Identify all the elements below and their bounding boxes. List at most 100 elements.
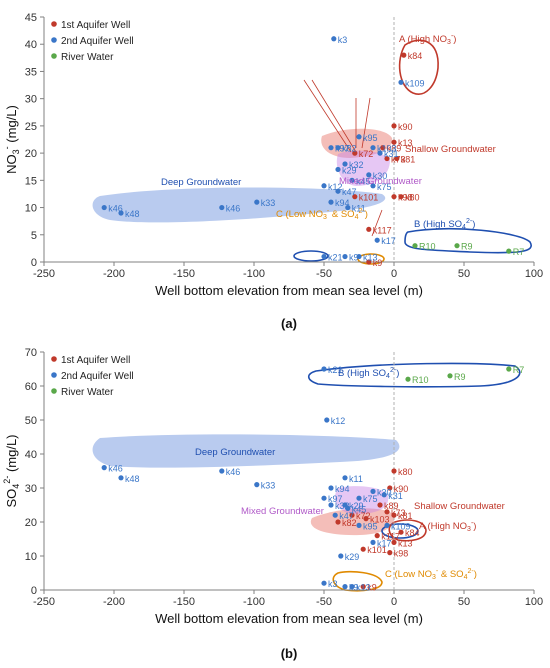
text-span: NO — [4, 154, 19, 174]
group-b-outline — [404, 227, 532, 254]
text-span: - — [471, 520, 474, 527]
annotation-label: Deep Groundwater — [195, 447, 275, 458]
text-span: (mg/L) — [4, 435, 19, 476]
data-point-label: k95 — [363, 133, 378, 143]
data-point-label: k48 — [125, 474, 140, 484]
data-point-R7 — [506, 366, 512, 372]
data-point-k30 — [370, 488, 376, 494]
data-point-label: k84 — [408, 51, 423, 61]
data-point-k13 — [356, 253, 362, 260]
text-span: Mixed Groundwater — [339, 176, 422, 187]
legend-label: 1st Aquifer Well — [61, 355, 130, 366]
data-point-k12 — [321, 183, 327, 189]
legend-marker-2 — [51, 37, 57, 43]
annotation-label: B (High SO42-) — [414, 218, 475, 231]
data-point-label: k103 — [377, 144, 397, 154]
data-point-k98 — [387, 550, 393, 556]
text-span: 2- — [2, 476, 12, 484]
data-point-k84 — [398, 529, 404, 535]
data-point-k46 — [101, 204, 107, 211]
data-point-label: k29 — [349, 501, 364, 511]
data-point-label: R9 — [461, 242, 473, 252]
legend-marker-1 — [51, 21, 57, 27]
data-point-k103 — [370, 145, 376, 151]
data-point-R9 — [447, 373, 453, 379]
text-span: 4 — [464, 574, 468, 581]
legend-marker-1 — [51, 356, 57, 362]
data-point-label: k103 — [370, 515, 390, 525]
data-point-label: k95 — [363, 521, 378, 531]
data-point-label: k82 — [342, 518, 357, 528]
data-point-k81 — [391, 512, 397, 518]
data-point-label: k46 — [108, 204, 123, 214]
data-point-k29 — [335, 166, 341, 173]
x-tick-label: 50 — [458, 268, 470, 280]
text-span: ) — [472, 219, 475, 230]
data-point-label: k46 — [108, 464, 123, 474]
data-point-k13 — [391, 539, 397, 546]
data-point-k31 — [377, 150, 383, 156]
data-point-label: R10 — [412, 375, 429, 385]
data-point-label: k45 — [356, 176, 371, 186]
data-point-R10 — [412, 243, 418, 249]
text-span: Deep Groundwater — [195, 447, 275, 458]
data-point-k17 — [370, 539, 376, 546]
data-point-label: k80 — [398, 467, 413, 477]
text-span: Mixed Groundwater — [241, 506, 324, 517]
y-tick-label: 35 — [25, 66, 37, 78]
data-point-label: k11 — [352, 204, 366, 214]
y-tick-label: 40 — [25, 449, 37, 461]
data-point-k32 — [328, 502, 334, 508]
chart-panel-a: -250 -200 -150 -100 -50 0 50 100 0 5 10 15 20 25 30 35 4… — [2, 12, 543, 331]
data-point-label: k81 — [401, 155, 416, 165]
text-span: 3 — [447, 39, 451, 46]
group-c-outline — [357, 253, 385, 265]
data-point-label: k13 — [398, 538, 413, 548]
legend-label: River Water — [61, 52, 114, 63]
x-tick-label: -100 — [243, 596, 265, 608]
text-span: & SO — [329, 209, 354, 220]
data-point-k9 — [360, 584, 366, 590]
annotation-label: Mixed Groundwater — [339, 176, 422, 187]
data-point-k48 — [118, 475, 124, 481]
data-point-label: k33 — [261, 198, 276, 208]
y-tick-label: 30 — [25, 483, 37, 495]
text-span: 3 — [432, 574, 436, 581]
data-point-k33 — [254, 199, 260, 205]
text-span: ) — [453, 34, 456, 45]
data-point-label: k90 — [394, 484, 409, 494]
data-point-label: k117 — [373, 225, 392, 235]
data-point-k82 — [335, 519, 341, 525]
text-span: 3 — [323, 214, 327, 221]
data-point-label: k17 — [381, 236, 396, 246]
data-point-label: k80 — [405, 193, 420, 203]
data-point-label: k3 — [338, 35, 348, 45]
text-span: - — [451, 33, 454, 40]
data-point-label: k17 — [377, 538, 392, 548]
data-point-k90 — [391, 123, 397, 129]
y-axis-label: NO3- (mg/L) — [2, 105, 21, 174]
data-point-k17 — [374, 237, 380, 243]
data-point-label: k13 — [398, 138, 413, 148]
data-point-k3 — [331, 36, 337, 42]
leader-line — [361, 97, 371, 149]
data-point-label: k31 — [388, 491, 403, 501]
text-span: - — [436, 568, 439, 575]
data-point-k101 — [360, 546, 366, 552]
data-point-label: k97 — [328, 494, 343, 504]
data-point-label: k72 — [359, 149, 374, 159]
annotation-label: Shallow Groundwater — [414, 501, 505, 512]
data-point-k13 — [391, 139, 397, 145]
text-span: - — [327, 208, 330, 215]
y-tick-label: 25 — [25, 121, 37, 133]
data-point-k9 — [342, 584, 348, 590]
y-tick-label: 10 — [25, 551, 37, 563]
data-point-k89 — [380, 145, 386, 151]
y-tick-label: 40 — [25, 39, 37, 51]
data-point-label: k101 — [367, 545, 387, 555]
x-tick-label: 0 — [391, 268, 397, 280]
x-tick-label: -50 — [316, 596, 332, 608]
x-tick-label: -250 — [33, 268, 55, 280]
legend-label: 2nd Aquifer Well — [61, 36, 134, 47]
data-point-R7 — [506, 248, 512, 254]
